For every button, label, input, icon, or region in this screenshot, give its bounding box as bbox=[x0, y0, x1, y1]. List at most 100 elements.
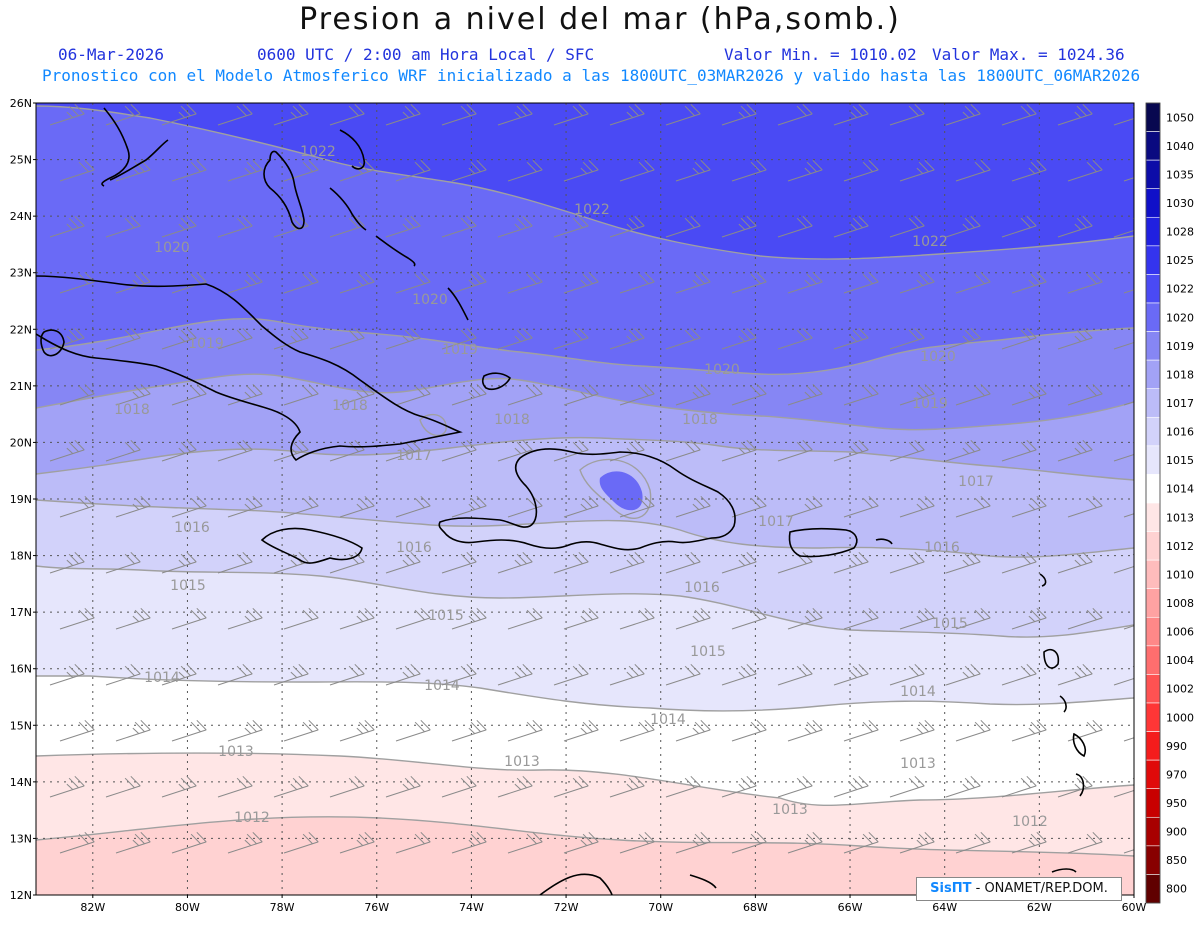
wind-barb bbox=[1113, 441, 1134, 462]
wind-barb bbox=[899, 383, 935, 406]
wind-barb bbox=[339, 495, 375, 518]
wind-barb bbox=[945, 551, 981, 574]
wind-barb bbox=[609, 551, 645, 574]
colorbar-label: 1016 bbox=[1166, 426, 1194, 439]
wind-barb bbox=[955, 831, 991, 854]
wind-barb bbox=[217, 327, 253, 350]
wind-barb bbox=[1123, 169, 1134, 182]
wind-barb bbox=[731, 495, 767, 518]
wind-barb bbox=[1011, 831, 1047, 854]
wind-barb bbox=[1001, 103, 1037, 126]
wind-barb bbox=[49, 439, 85, 462]
wind-barb bbox=[59, 383, 95, 406]
credit-box: SisПT - ONAMET/REP.DOM. bbox=[916, 877, 1122, 901]
wind-barb bbox=[1057, 103, 1093, 126]
colorbar-label: 1022 bbox=[1166, 283, 1194, 296]
coast-hispaniola bbox=[438, 448, 736, 551]
wind-barb bbox=[1113, 329, 1134, 350]
wind-barb bbox=[171, 607, 207, 630]
wind-barb bbox=[105, 327, 141, 350]
wind-barb bbox=[441, 775, 477, 798]
colorbar-swatch bbox=[1145, 702, 1161, 732]
wind-barb bbox=[665, 439, 701, 462]
lat-label: 24N bbox=[10, 210, 32, 223]
wind-barb bbox=[1067, 159, 1103, 182]
wind-barb bbox=[59, 831, 95, 854]
colorbar-swatch bbox=[1145, 416, 1161, 447]
wind-barb bbox=[339, 383, 375, 406]
colorbar-swatch bbox=[1145, 531, 1161, 561]
colorbar-swatch bbox=[1145, 616, 1161, 647]
wind-barb bbox=[1001, 439, 1037, 462]
wind-barb bbox=[665, 215, 701, 238]
wind-barb bbox=[227, 495, 263, 518]
wind-barb bbox=[787, 831, 823, 854]
wind-barb bbox=[553, 551, 589, 574]
wind-barb bbox=[609, 103, 645, 126]
wind-barb bbox=[833, 103, 869, 126]
wind-barb bbox=[1011, 271, 1047, 294]
isobar-label: 1017 bbox=[958, 474, 994, 490]
wind-barb bbox=[945, 775, 981, 798]
wind-barb bbox=[843, 831, 879, 854]
wind-barb bbox=[227, 271, 263, 294]
isobar-label: 1017 bbox=[396, 448, 432, 464]
colorbar-label: 1025 bbox=[1166, 254, 1194, 267]
wind-barb bbox=[675, 383, 711, 406]
isobar-label: 1015 bbox=[690, 644, 726, 660]
wind-barb bbox=[609, 775, 645, 798]
wind-barb bbox=[441, 327, 477, 350]
wind-barb bbox=[553, 327, 589, 350]
wind-barb bbox=[217, 663, 253, 686]
wind-barb bbox=[227, 719, 263, 742]
colorbar-label: 1014 bbox=[1166, 483, 1194, 496]
wind-barb bbox=[273, 775, 309, 798]
wind-barb bbox=[283, 383, 319, 406]
wind-barb bbox=[1011, 719, 1047, 742]
wind-barb bbox=[105, 439, 141, 462]
wind-barb bbox=[1011, 383, 1047, 406]
isobar-label: 1018 bbox=[494, 412, 530, 428]
wind-barb bbox=[675, 831, 711, 854]
wind-barb bbox=[283, 831, 319, 854]
colorbar-label: 970 bbox=[1166, 768, 1187, 781]
lat-label: 12N bbox=[10, 889, 32, 902]
wind-barb bbox=[889, 327, 925, 350]
wind-barb bbox=[563, 271, 599, 294]
wind-barb bbox=[329, 327, 365, 350]
colorbar-label: 1019 bbox=[1166, 340, 1194, 353]
wind-barb bbox=[395, 495, 431, 518]
wind-barb bbox=[115, 271, 151, 294]
wind-barb bbox=[497, 775, 533, 798]
isobar-label: 1018 bbox=[332, 398, 368, 414]
lat-label: 15N bbox=[10, 719, 32, 732]
colorbar-swatch bbox=[1145, 874, 1161, 904]
wind-barb bbox=[721, 327, 757, 350]
wind-barb bbox=[49, 775, 85, 798]
wind-barb bbox=[1123, 729, 1134, 742]
wind-barb bbox=[105, 103, 141, 126]
wind-barb bbox=[843, 383, 879, 406]
lat-label: 18N bbox=[10, 550, 32, 563]
wind-barb bbox=[945, 663, 981, 686]
colorbar-label: 1006 bbox=[1166, 626, 1194, 639]
colorbar-swatch bbox=[1145, 159, 1161, 190]
colorbar-swatch bbox=[1145, 731, 1161, 761]
colorbar-label: 1012 bbox=[1166, 540, 1194, 553]
wind-barb bbox=[1123, 505, 1134, 518]
isobar-label: 1022 bbox=[574, 202, 610, 218]
wind-barb bbox=[843, 607, 879, 630]
coast-vi bbox=[875, 538, 893, 545]
colorbar-label: 1018 bbox=[1166, 368, 1194, 381]
wind-barb bbox=[49, 663, 85, 686]
wind-barb bbox=[843, 159, 879, 182]
wind-barb bbox=[283, 271, 319, 294]
isobar-label: 1022 bbox=[912, 234, 948, 250]
wind-barb bbox=[675, 159, 711, 182]
colorbar-swatch bbox=[1145, 502, 1161, 532]
colorbar-label: 950 bbox=[1166, 797, 1187, 810]
coast-venezuela bbox=[539, 873, 613, 895]
isobar-label: 1014 bbox=[650, 712, 686, 728]
wind-barb bbox=[833, 439, 869, 462]
pressure-colorbar: 1050 1040 1035 1030 1028 1025 1022 1020 1019 1018… bbox=[1145, 102, 1194, 904]
